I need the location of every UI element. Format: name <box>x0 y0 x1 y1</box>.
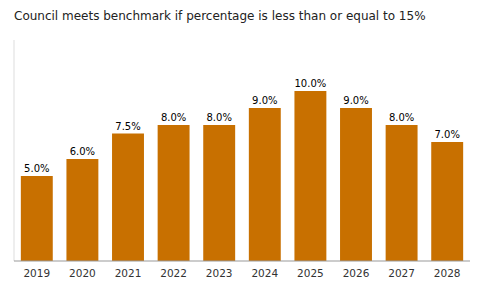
data-label: 6.0% <box>70 146 95 157</box>
chart: Council meets benchmark if percentage is… <box>0 0 480 289</box>
x-tick-label: 2022 <box>160 267 187 279</box>
bar <box>203 125 235 261</box>
bar <box>158 125 190 261</box>
data-label: 9.0% <box>343 95 368 106</box>
x-tick-label: 2024 <box>251 267 278 279</box>
x-tick-label: 2021 <box>115 267 142 279</box>
data-label: 7.0% <box>434 129 459 140</box>
bar <box>112 134 144 262</box>
chart-container: Council meets benchmark if percentage is… <box>0 0 480 289</box>
x-tick-label: 2028 <box>434 267 461 279</box>
title: Council meets benchmark if percentage is… <box>14 9 426 23</box>
x-tick-label: 2019 <box>23 267 50 279</box>
x-axis-line <box>14 261 470 262</box>
data-label: 10.0% <box>295 78 327 89</box>
bar <box>431 142 463 261</box>
data-label: 5.0% <box>24 163 49 174</box>
bar <box>294 91 326 261</box>
data-label: 8.0% <box>389 112 414 123</box>
x-tick-label: 2027 <box>388 267 415 279</box>
bar <box>386 125 418 261</box>
y-axis-line <box>14 40 15 261</box>
data-label: 8.0% <box>206 112 231 123</box>
data-label: 7.5% <box>115 121 140 132</box>
bar <box>21 176 53 261</box>
bar <box>66 159 98 261</box>
x-tick-label: 2026 <box>343 267 370 279</box>
bar <box>249 108 281 261</box>
bar <box>340 108 372 261</box>
x-tick-label: 2020 <box>69 267 96 279</box>
x-tick-label: 2025 <box>297 267 324 279</box>
x-tick-label: 2023 <box>206 267 233 279</box>
data-label: 8.0% <box>161 112 186 123</box>
data-label: 9.0% <box>252 95 277 106</box>
bars <box>21 91 463 261</box>
